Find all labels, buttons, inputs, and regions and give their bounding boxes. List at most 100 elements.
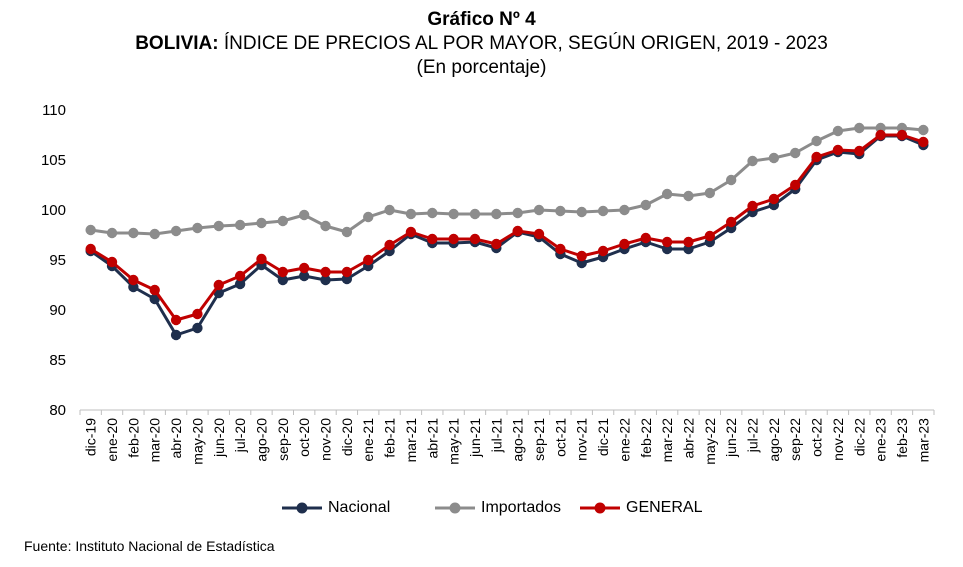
data-point-importados [405, 208, 417, 220]
data-point-importados [576, 206, 587, 218]
data-point-importados [192, 222, 203, 234]
legend-label: Importados [481, 499, 562, 516]
data-point-importados [832, 125, 844, 137]
y-tick-label: 80 [49, 402, 66, 419]
x-tick-label: dic-22 [851, 418, 867, 456]
data-point-general [619, 238, 630, 250]
chart-subtitle: BOLIVIA: ÍNDICE DE PRECIOS AL POR MAYOR,… [0, 32, 963, 56]
data-point-general [790, 179, 801, 191]
legend-item-nacional: Nacional [280, 496, 390, 520]
y-tick-label: 90 [49, 302, 66, 319]
legend-item-general: GENERAL [578, 496, 702, 520]
data-point-general [256, 253, 267, 265]
x-tick-label: may-21 [446, 418, 462, 465]
x-tick-label: jul-21 [488, 418, 504, 453]
chart-legend: Nacional Importados GENERAL [0, 496, 963, 520]
data-point-importados [640, 199, 651, 211]
data-point-importados [747, 155, 758, 167]
data-point-importados [363, 211, 374, 223]
y-tick-label: 110 [42, 102, 66, 119]
legend-swatch-icon [580, 502, 620, 514]
data-point-nacional [234, 278, 246, 290]
data-point-general [320, 266, 331, 278]
legend-label: GENERAL [626, 499, 703, 516]
data-point-general [170, 314, 182, 326]
x-tick-label: nov-21 [574, 418, 590, 461]
data-point-importados [811, 135, 822, 147]
x-tick-label: jun-22 [723, 418, 739, 458]
data-point-importados [619, 204, 630, 216]
data-point-general [85, 243, 96, 255]
x-tick-label: feb-23 [894, 418, 910, 458]
data-point-general [725, 216, 737, 228]
data-point-general [875, 129, 886, 141]
data-point-importados [854, 122, 865, 134]
data-point-general [576, 250, 587, 262]
data-point-general [469, 233, 481, 245]
data-point-importados [384, 204, 395, 216]
data-point-importados [213, 220, 224, 232]
data-point-importados [768, 152, 780, 164]
data-point-general [768, 193, 780, 205]
data-point-importados [533, 204, 545, 216]
data-point-importados [128, 227, 139, 239]
x-tick-label: dic-19 [83, 418, 99, 456]
data-point-general [405, 226, 417, 238]
data-point-general [747, 200, 758, 212]
x-tick-label: mar-22 [659, 418, 675, 463]
x-tick-label: abr-20 [168, 418, 184, 459]
data-point-importados [661, 188, 673, 200]
data-point-general [491, 238, 502, 250]
x-tick-label: feb-20 [125, 418, 141, 458]
chart-title: Gráfico Nº 4 [427, 9, 536, 30]
x-tick-label: feb-21 [382, 418, 398, 458]
y-tick-label: 100 [41, 202, 66, 219]
legend-swatch-icon [435, 502, 475, 514]
data-point-general [512, 225, 523, 237]
data-point-nacional [298, 270, 310, 282]
source-note: Fuente: Instituto Nacional de Estadístic… [24, 538, 275, 554]
data-point-general [597, 245, 609, 257]
data-point-general [555, 243, 566, 255]
x-tick-label: may-20 [189, 418, 205, 465]
data-point-importados [320, 220, 331, 232]
y-tick-label: 95 [49, 252, 66, 269]
x-tick-label: mar-20 [147, 418, 163, 463]
data-point-importados [512, 207, 523, 219]
data-point-general [533, 228, 545, 240]
data-point-general [854, 145, 865, 157]
x-tick-label: ago-22 [766, 418, 782, 462]
x-tick-label: ago-21 [510, 418, 526, 462]
series-line-nacional [89, 134, 924, 337]
series-line-general [89, 133, 924, 322]
data-point-importados [298, 209, 310, 221]
x-tick-label: ene-20 [104, 418, 120, 462]
y-tick-label: 85 [49, 352, 66, 369]
data-point-general [832, 144, 844, 156]
data-point-importados [149, 228, 160, 240]
x-tick-label: may-22 [702, 418, 718, 465]
data-point-general [896, 129, 908, 141]
data-point-general [363, 254, 374, 266]
subtitle-text: ÍNDICE DE PRECIOS AL POR MAYOR, SEGÚN OR… [218, 33, 828, 54]
data-point-importados [491, 208, 502, 220]
legend-swatch-icon [282, 502, 322, 514]
data-point-nacional [192, 322, 203, 334]
data-point-general [298, 262, 310, 274]
chart-titles: Gráfico Nº 4 BOLIVIA: ÍNDICE DE PRECIOS … [0, 8, 963, 80]
data-point-general [106, 256, 118, 268]
x-tick-label: jul-22 [745, 418, 761, 453]
data-point-general [384, 239, 395, 251]
x-tick-label: abr-21 [424, 418, 440, 459]
data-point-importados [427, 207, 438, 219]
data-point-importados [85, 224, 96, 236]
chart-units: (En porcentaje) [416, 57, 547, 78]
x-tick-label: nov-22 [830, 418, 846, 461]
x-tick-label: nov-20 [318, 418, 334, 461]
x-tick-label: ene-21 [360, 418, 376, 462]
x-tick-label: ene-23 [873, 418, 889, 462]
data-point-general [448, 233, 459, 245]
y-tick-label: 105 [41, 152, 66, 169]
data-point-importados [555, 205, 566, 217]
data-point-importados [704, 187, 716, 199]
